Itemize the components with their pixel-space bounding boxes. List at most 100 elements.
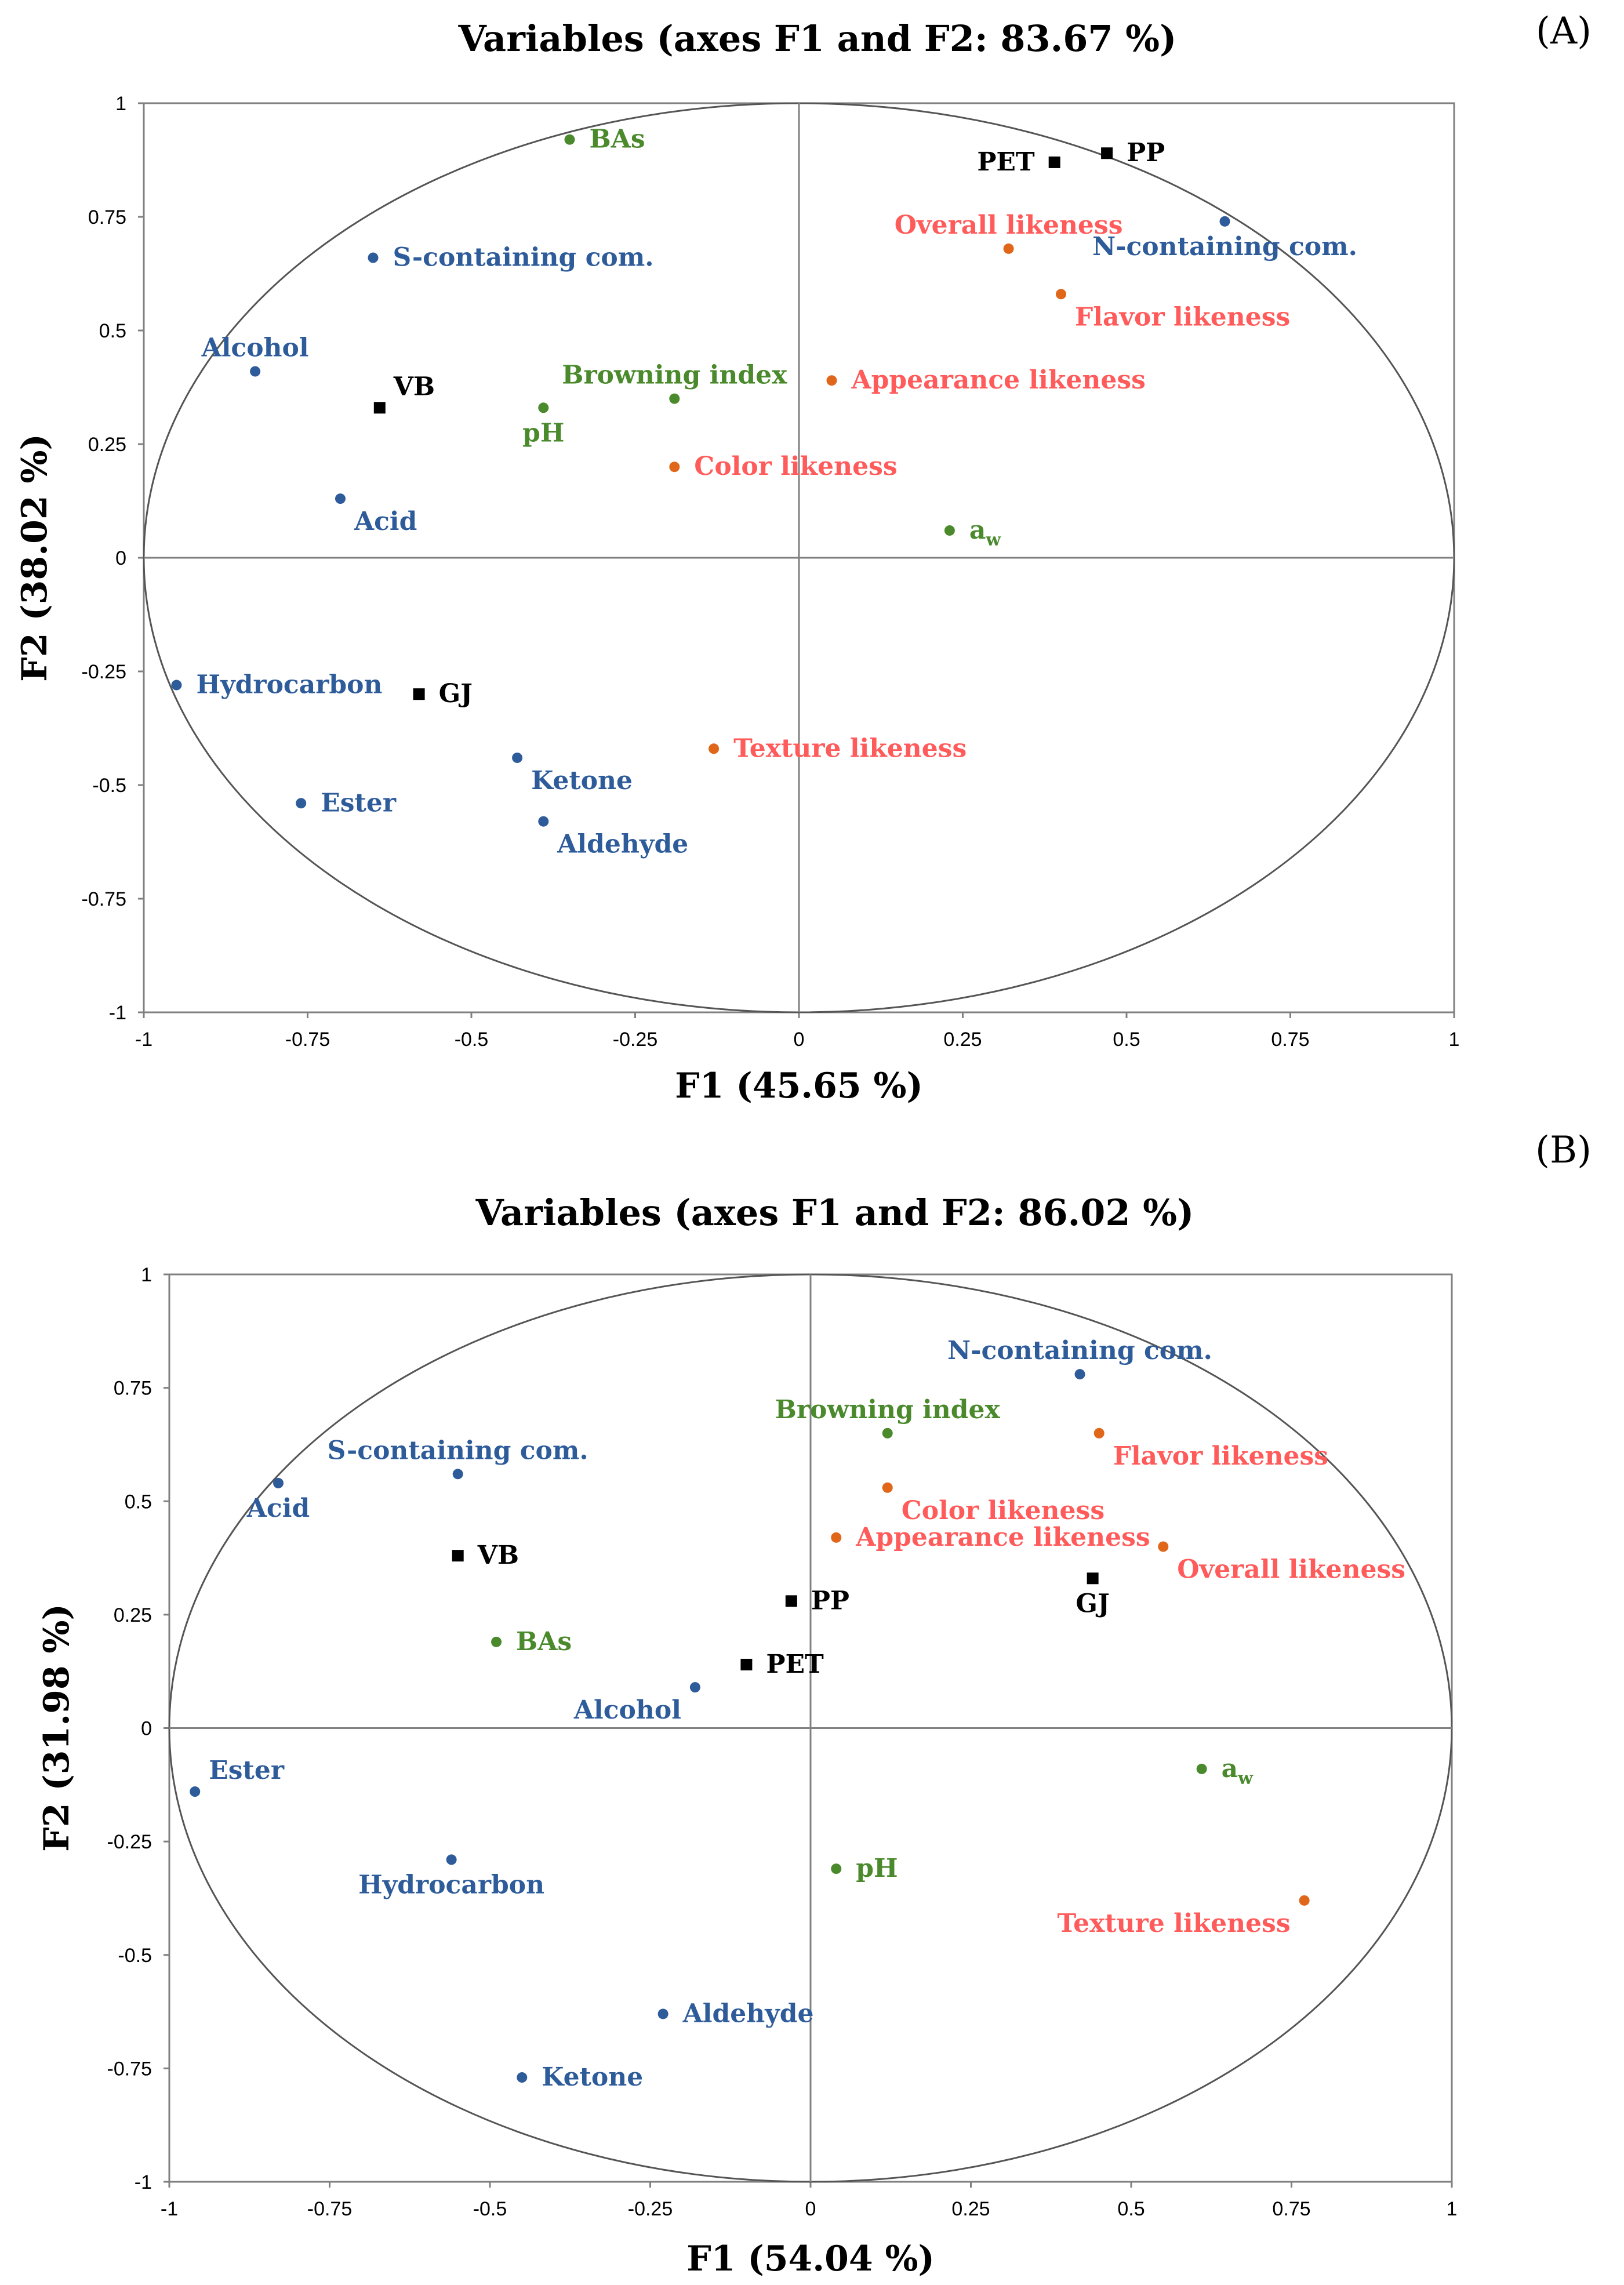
panel-b-point-label-gj: GJ <box>1076 1589 1109 1618</box>
panel-a-y-tick-label: 0.5 <box>99 320 126 342</box>
panel-b-point-label-ketone: Ketone <box>542 2062 643 2092</box>
panel-a-y-tick-label: 0 <box>115 547 126 569</box>
panel-b-point-label-pp: PP <box>811 1586 849 1615</box>
panel-b-point-aw <box>1196 1763 1207 1774</box>
panel-b-point-color-likeness <box>882 1482 893 1493</box>
panel-a-y-axis-label: F2 (38.02 %) <box>14 434 55 682</box>
panel-b-ticks: -1 -0.75 -0.5 -0.25 0 0.25 0.5 0.75 1 -1 -0.75 -0.5… <box>107 1264 1458 2220</box>
panel-a-title: Variables (axes F1 and F2: 83.67 %) <box>458 17 1177 60</box>
panel-a-x-tick-label: -0.25 <box>613 1029 658 1051</box>
panel-b-title: Variables (axes F1 and F2: 86.02 %) <box>475 1191 1194 1234</box>
panel-b-tag: (B) <box>1535 1129 1592 1172</box>
panel-b-point-s-containing-com <box>452 1469 463 1480</box>
panel-b-point-pp <box>785 1595 797 1607</box>
panel-b-point-ph <box>831 1863 842 1875</box>
panel-a-point-label-gj: GJ <box>439 679 473 709</box>
panel-b-x-axis-label: F1 (54.04 %) <box>686 2239 935 2279</box>
panel-a-point-flavor-likeness <box>1056 289 1066 300</box>
panel-a-point-label-alcohol: Alcohol <box>201 333 309 363</box>
panel-a-x-tick-label: 0.75 <box>1271 1029 1309 1051</box>
panel-a-point-aldehyde <box>538 816 549 827</box>
panel-b-point-vb <box>452 1550 464 1562</box>
panel-a-point-label-flavor-likeness: Flavor likeness <box>1075 302 1290 332</box>
panel-b-point-appearance-likeness <box>831 1532 842 1543</box>
panel-a-point-hydrocarbon <box>171 680 182 691</box>
panel-b-x-tick-label: 1 <box>1447 2198 1458 2220</box>
panel-b-y-tick-label: -0.5 <box>118 1945 152 1967</box>
panel-b-x-tick-label: 0.5 <box>1117 2198 1145 2220</box>
panel-a-point-pet <box>1048 156 1060 168</box>
panel-a-point-n-containing-com <box>1219 216 1230 227</box>
panel-b-point-overall-likeness <box>1158 1541 1169 1552</box>
panel-b-point-ketone <box>517 2072 528 2083</box>
panel-a-point-vb <box>373 402 386 414</box>
panel-a-point-ester <box>296 798 307 809</box>
panel-a-point-label-texture-likeness: Texture likeness <box>733 733 967 763</box>
panel-a-x-tick-label: 0 <box>794 1029 805 1051</box>
panel-b-point-label-aldehyde: Aldehyde <box>682 1999 814 2028</box>
panel-a-point-ph <box>538 402 549 413</box>
panel-b-point-label-pet: PET <box>766 1650 824 1679</box>
panel-b-y-tick-label: 0.25 <box>114 1604 152 1626</box>
panel-b-x-tick-label: -0.5 <box>473 2198 507 2220</box>
panel-b-point-texture-likeness <box>1299 1895 1310 1906</box>
panel-b-x-tick-label: -0.75 <box>307 2198 353 2220</box>
panel-b-point-flavor-likeness <box>1093 1427 1105 1438</box>
panel-b-point-label-appearance-likeness: Appearance likeness <box>855 1523 1150 1552</box>
panel-b-point-acid <box>273 1477 284 1488</box>
panel-b-x-tick-label: 0 <box>805 2198 816 2220</box>
panel-a-point-label-ketone: Ketone <box>531 766 633 795</box>
panel-a-point-acid <box>335 493 346 504</box>
panel-a-point-ketone <box>512 752 523 763</box>
panel-b-y-axis-label: F2 (31.98 %) <box>37 1604 77 1852</box>
panel-b-point-label-acid: Acid <box>246 1494 310 1523</box>
panel-a-point-pp <box>1101 147 1113 159</box>
panel-b-marks: N-containing com. Browning index Flavor li… <box>168 1273 1453 2183</box>
panel-a-y-tick-label: 0.75 <box>88 206 126 228</box>
panel-a-x-tick-label: -0.5 <box>455 1029 489 1051</box>
panel-a-point-bas <box>564 134 575 145</box>
panel-a-ticks: -1 -0.75 -0.5 -0.25 0 0.25 0.5 0.75 1 -1 -0.75 -0.5… <box>82 93 1460 1051</box>
panel-a-y-tick-label: -1 <box>109 1002 126 1024</box>
panel-b-point-bas <box>491 1636 502 1647</box>
panel-b-point-aldehyde <box>657 2008 669 2019</box>
panel-a-point-alcohol <box>250 366 261 377</box>
panel-a-point-aw <box>944 525 955 536</box>
panel-b-y-tick-label: 0 <box>141 1718 152 1740</box>
panel-b-point-label-alcohol: Alcohol <box>573 1695 681 1725</box>
panel-a-point-label-acid: Acid <box>354 507 417 536</box>
panel-b-point-label-ester: Ester <box>209 1756 285 1785</box>
panel-a-x-tick-label: -0.75 <box>285 1029 330 1051</box>
panel-b-y-tick-label: 0.75 <box>114 1378 152 1400</box>
panel-a-point-label-color-likeness: Color likeness <box>694 452 897 481</box>
panel-a-point-label-browning-index: Browning index <box>562 361 787 390</box>
panel-a-y-tick-label: -0.5 <box>92 775 126 797</box>
panel-b-point-label-vb: VB <box>477 1541 519 1570</box>
panel-a-point-label-s-containing-com: S-containing com. <box>393 243 654 273</box>
panel-b-point-label-texture-likeness: Texture likeness <box>1057 1909 1290 1938</box>
panel-a-y-tick-label: -0.75 <box>82 888 127 910</box>
panel-a-x-tick-label: 0.5 <box>1113 1029 1140 1051</box>
panel-b-point-label-s-containing-com: S-containing com. <box>328 1436 588 1465</box>
panel-b-x-tick-label: 0.75 <box>1272 2198 1310 2220</box>
panel-b-y-tick-label: 1 <box>141 1264 152 1286</box>
panel-b-y-tick-label: 0.5 <box>125 1491 152 1513</box>
panel-a-point-s-containing-com <box>368 252 379 263</box>
panel-a-point-appearance-likeness <box>826 375 837 386</box>
panel-a-point-texture-likeness <box>709 743 720 754</box>
panel-b-point-label-bas: BAs <box>516 1627 572 1656</box>
panel-a-y-tick-label: -0.25 <box>82 661 127 683</box>
panel-b-y-tick-label: -0.75 <box>107 2058 152 2080</box>
panel-a: (A) Variables (axes F1 and F2: 83.67 %) … <box>14 10 1592 1106</box>
panel-a-point-label-overall-likeness: Overall likeness <box>895 210 1123 240</box>
panel-b-point-n-containing-com <box>1074 1369 1085 1380</box>
panel-a-point-label-n-containing-com: N-containing com. <box>1092 232 1357 261</box>
panel-b-point-label-hydrocarbon: Hydrocarbon <box>358 1870 544 1899</box>
panel-a-y-tick-label: 1 <box>115 93 126 115</box>
panel-a-point-label-ph: pH <box>522 418 564 448</box>
panel-b-point-label-aw: aw <box>1222 1754 1254 1789</box>
panel-a-point-gj <box>413 688 425 700</box>
panel-a-point-label-appearance-likeness: Appearance likeness <box>851 365 1146 395</box>
panel-a-point-label-ester: Ester <box>321 788 397 818</box>
